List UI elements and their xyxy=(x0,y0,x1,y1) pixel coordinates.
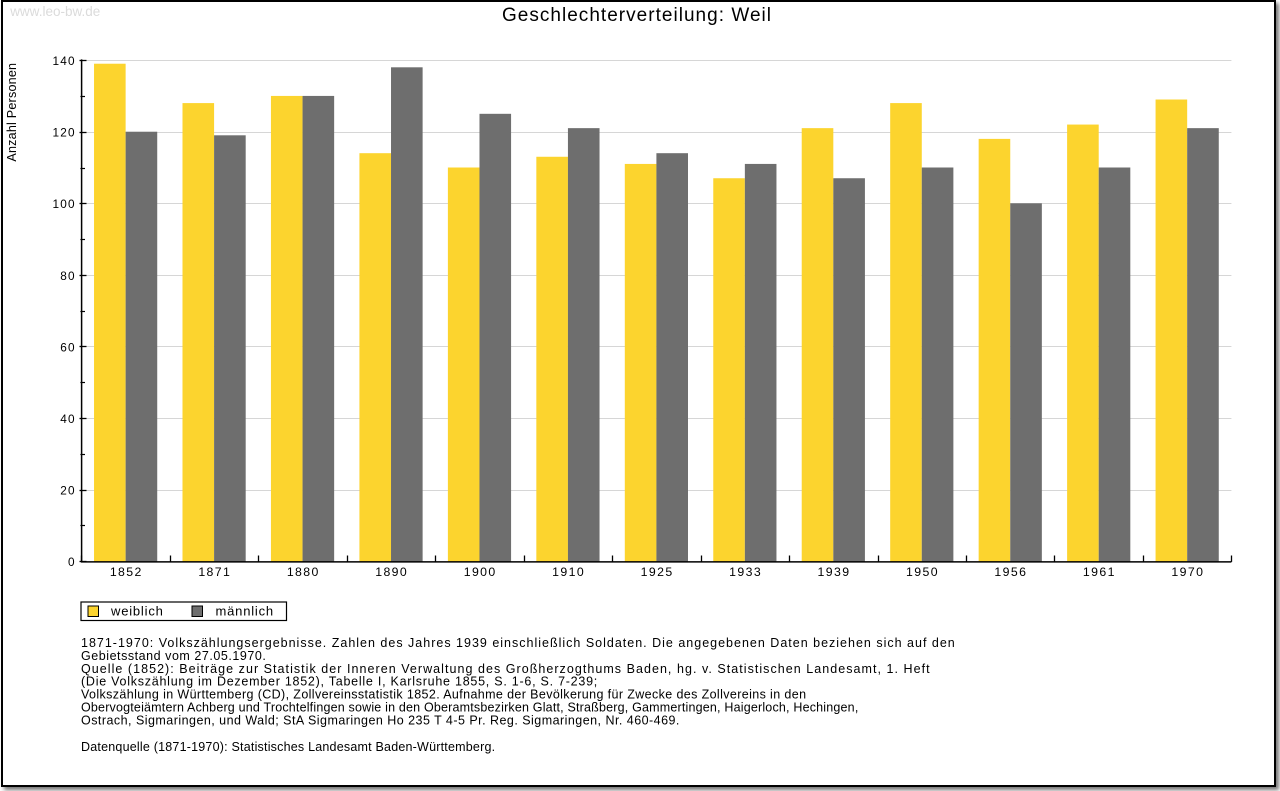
svg-text:Volkszählung in Württemberg (C: Volkszählung in Württemberg (CD), Zollve… xyxy=(81,688,806,702)
svg-text:1890: 1890 xyxy=(375,565,408,579)
svg-text:1871: 1871 xyxy=(198,565,231,579)
svg-text:1939: 1939 xyxy=(818,565,851,579)
svg-text:1871-1970: Volkszählungsergebn: 1871-1970: Volkszählungsergebnisse. Zahl… xyxy=(81,636,956,650)
svg-text:1970: 1970 xyxy=(1171,565,1204,579)
svg-text:1925: 1925 xyxy=(641,565,674,579)
svg-text:1961: 1961 xyxy=(1083,565,1116,579)
svg-text:Datenquelle (1871-1970): Stati: Datenquelle (1871-1970): Statistisches L… xyxy=(81,740,495,754)
svg-text:140: 140 xyxy=(53,54,76,68)
svg-text:männlich: männlich xyxy=(216,604,274,619)
svg-text:Geschlechterverteilung: Weil: Geschlechterverteilung: Weil xyxy=(502,5,772,26)
svg-text:Anzahl Personen: Anzahl Personen xyxy=(5,63,19,162)
svg-text:120: 120 xyxy=(53,126,76,140)
svg-text:1950: 1950 xyxy=(906,565,939,579)
svg-text:80: 80 xyxy=(60,269,76,283)
svg-text:60: 60 xyxy=(60,340,76,354)
svg-text:1933: 1933 xyxy=(729,565,762,579)
svg-text:20: 20 xyxy=(60,484,76,498)
svg-text:(Die Volkszählung im Dezember: (Die Volkszählung im Dezember 1852), Tab… xyxy=(81,675,598,689)
svg-text:0: 0 xyxy=(68,555,76,569)
svg-text:100: 100 xyxy=(53,197,76,211)
svg-text:1956: 1956 xyxy=(994,565,1027,579)
svg-text:1910: 1910 xyxy=(552,565,585,579)
svg-text:40: 40 xyxy=(60,412,76,426)
svg-text:www.leo-bw.de: www.leo-bw.de xyxy=(9,4,100,19)
svg-text:1880: 1880 xyxy=(287,565,320,579)
svg-text:1900: 1900 xyxy=(464,565,497,579)
svg-text:Obervogteiämtern Achberg und T: Obervogteiämtern Achberg und Trochtelfin… xyxy=(81,701,859,715)
svg-text:Ostrach, Sigmaringen, und Wald: Ostrach, Sigmaringen, und Wald; StA Sigm… xyxy=(81,714,680,728)
svg-text:1852: 1852 xyxy=(110,565,143,579)
svg-text:Gebietsstand vom 27.05.1970.: Gebietsstand vom 27.05.1970. xyxy=(81,649,266,663)
svg-text:Quelle (1852): Beiträge zur St: Quelle (1852): Beiträge zur Statistik de… xyxy=(81,662,931,676)
svg-text:weiblich: weiblich xyxy=(110,604,164,619)
